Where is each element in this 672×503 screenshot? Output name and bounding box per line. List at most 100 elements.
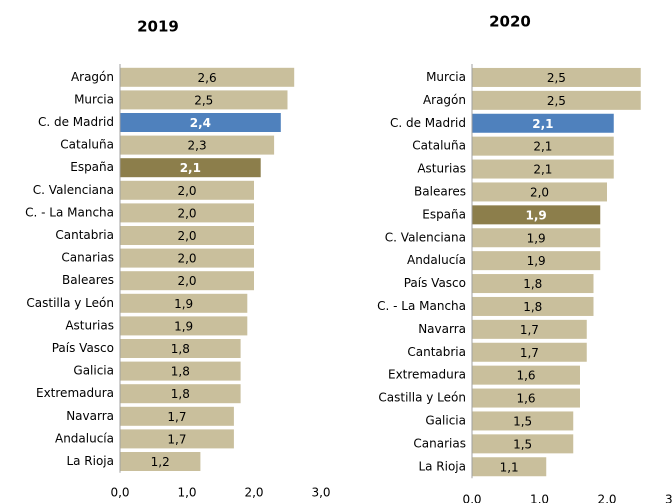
value-label: 1,2 [151,455,170,469]
category-label: Extremadura [388,368,466,382]
value-label: 2,0 [177,229,196,243]
category-label: Baleares [62,273,114,287]
value-label: 2,0 [177,184,196,198]
bar [472,113,614,133]
value-label: 2,5 [194,93,213,107]
x-tick-label: 2,0 [244,486,263,500]
category-label: Andalucía [407,253,466,267]
category-label: Andalucía [55,431,114,445]
bar [472,67,641,87]
bar [120,248,254,268]
category-label: País Vasco [404,276,466,290]
bar [472,182,607,202]
bar [472,90,641,110]
value-label: 1,9 [527,254,546,268]
category-label: Baleares [414,184,466,198]
value-label: 2,0 [530,185,549,199]
value-label: 1,1 [500,460,519,474]
bar [472,342,587,362]
category-label: País Vasco [52,341,114,355]
category-label: Cataluña [412,139,466,153]
value-label: 2,1 [533,163,552,177]
category-label: Murcia [426,70,466,84]
category-label: Asturias [65,318,114,332]
category-label: Castilla y León [378,391,466,405]
category-label: Canarias [413,436,466,450]
x-tick-label: 3,0 [311,486,330,500]
bar [472,388,580,408]
value-label: 1,5 [513,437,532,451]
value-label: 2,0 [177,206,196,220]
bar [472,228,601,248]
category-label: Canarias [61,251,114,265]
value-label: 2,0 [177,252,196,266]
bar [120,339,241,358]
category-label: Cantabria [55,228,114,242]
value-label: 2,0 [177,274,196,288]
bar [472,365,580,385]
bar [472,296,594,316]
bar [472,319,587,339]
bar [120,113,281,132]
value-label: 2,1 [532,117,553,131]
category-label: La Rioja [66,454,114,468]
value-label: 2,6 [198,71,217,85]
category-label: C. de Madrid [390,116,466,130]
category-label: Asturias [417,162,466,176]
value-label: 2,5 [547,94,566,108]
x-tick-label: 2,0 [597,493,616,503]
value-label: 1,5 [513,414,532,428]
value-label: 2,1 [180,161,201,175]
bar [120,384,241,404]
value-label: 1,8 [171,365,190,379]
category-label: C. - La Mancha [25,205,114,219]
category-label: Murcia [74,92,114,106]
category-label: Extremadura [36,386,114,400]
value-label: 1,9 [174,297,193,311]
value-label: 1,7 [520,323,539,337]
value-label: 2,5 [547,71,566,85]
value-label: 1,8 [171,387,190,401]
value-label: 2,3 [188,139,207,153]
bar [120,226,254,245]
value-label: 1,7 [167,410,186,424]
category-label: La Rioja [418,459,466,473]
x-tick-label: 0,0 [110,486,129,500]
bar [120,203,254,223]
value-label: 1,8 [171,342,190,356]
category-label: España [70,160,114,174]
category-label: Navarra [418,322,466,336]
bar [472,411,574,431]
bar [472,136,614,156]
bar [120,158,261,178]
value-label: 1,9 [174,319,193,333]
value-label: 1,9 [527,231,546,245]
bar [472,457,547,477]
value-label: 1,8 [523,277,542,291]
bar [120,67,295,87]
category-label: Galicia [425,413,466,427]
value-label: 1,9 [525,208,546,222]
bar [472,274,594,294]
value-label: 1,6 [516,369,535,383]
bar [120,429,234,449]
category-label: España [422,207,466,221]
bar [472,434,574,454]
value-label: 2,1 [533,140,552,154]
category-label: Aragón [423,93,466,107]
category-label: C. Valenciana [385,230,466,244]
x-tick-label: 0,0 [462,493,481,503]
x-tick-label: 1,0 [177,486,196,500]
bar [472,251,601,271]
category-label: Navarra [66,409,114,423]
category-label: C. Valenciana [33,183,114,197]
value-label: 1,6 [516,392,535,406]
chart-title: 2019 [137,18,179,36]
bar [120,452,201,471]
bar [120,406,234,426]
bar [120,135,275,155]
bar [120,180,254,200]
bar [472,205,601,225]
category-label: Cataluña [60,138,114,152]
bar [120,90,288,110]
